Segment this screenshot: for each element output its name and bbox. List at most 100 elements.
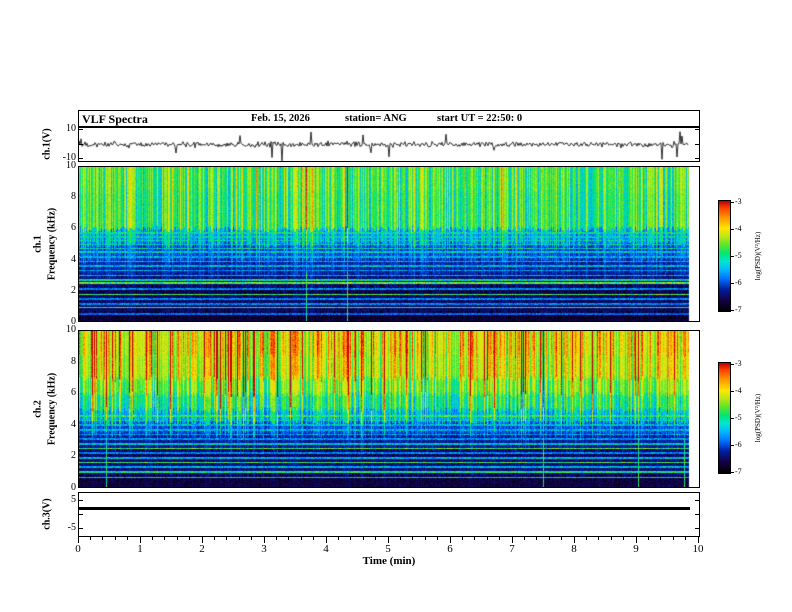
ch1-freq-tick-label: 2 — [71, 284, 76, 296]
colorbar-tick-label: -4 — [735, 386, 742, 395]
time-axis-label: Time (min) — [362, 555, 416, 567]
colorbar-tick-label: -4 — [735, 224, 742, 233]
x-tick-label: 0 — [75, 543, 81, 555]
x-minor-tick-mark — [176, 537, 178, 540]
ch1-spectrogram-canvas — [79, 167, 699, 321]
x-minor-tick-mark — [399, 537, 401, 540]
ch3-panel — [78, 492, 700, 537]
x-minor-tick-mark — [536, 537, 538, 540]
ch2-frequency-axis-label: Frequency (kHz) — [46, 372, 58, 446]
x-minor-tick-mark — [151, 537, 153, 540]
x-minor-tick-mark — [499, 537, 501, 540]
ch2-spectrogram-canvas — [79, 331, 699, 487]
x-minor-tick-mark — [561, 537, 563, 540]
header-start-ut: start UT = 22:50: 0 — [437, 113, 523, 124]
x-tick-mark — [325, 537, 327, 543]
colorbar-tick-mark — [731, 417, 734, 419]
x-tick-mark — [139, 537, 141, 543]
x-minor-tick-mark — [412, 537, 414, 540]
colorbar-ch1-label: log(PSD)(V²/Hz) — [754, 231, 762, 281]
ch2-freq-tick-label: 10 — [66, 324, 76, 335]
x-minor-tick-mark — [486, 537, 488, 540]
ch1-wave-tick-label: -10 — [62, 152, 76, 163]
x-tick-label: 8 — [571, 543, 577, 555]
ch2-freq-tick-label: 6 — [71, 387, 76, 399]
ch2-freq-tick-label: 2 — [71, 450, 76, 462]
y-tick-mark — [695, 144, 699, 145]
colorbar-tick-label: -7 — [735, 305, 742, 314]
colorbar-tick-label: -7 — [735, 467, 742, 476]
x-minor-tick-mark — [598, 537, 600, 540]
x-tick-mark — [201, 537, 203, 543]
colorbar-tick-mark — [731, 309, 734, 311]
ch3-tick-label: -5 — [67, 522, 76, 533]
ch3-flatline — [79, 507, 690, 510]
x-minor-tick-mark — [685, 537, 687, 540]
x-tick-mark — [77, 537, 79, 543]
y-tick-mark — [695, 157, 699, 159]
colorbar-tick-mark — [731, 390, 734, 392]
ch1-freq-tick-label: 6 — [71, 222, 76, 234]
x-minor-tick-mark — [226, 537, 228, 540]
ch1-waveform-panel — [78, 127, 700, 162]
x-tick-mark — [573, 537, 575, 543]
ch2-spectrogram-panel — [78, 330, 700, 488]
x-tick-mark — [449, 537, 451, 543]
y-tick-mark — [79, 513, 83, 515]
y-tick-mark — [695, 499, 699, 501]
header-bar: VLF Spectra Feb. 15, 2026 station= ANG s… — [78, 110, 700, 127]
x-tick-label: 1 — [137, 543, 143, 555]
x-minor-tick-mark — [189, 537, 191, 540]
header-date: Feb. 15, 2026 — [251, 113, 310, 124]
x-tick-mark — [635, 537, 637, 543]
x-minor-tick-mark — [251, 537, 253, 540]
x-tick-label: 6 — [447, 543, 453, 555]
x-tick-mark — [511, 537, 513, 543]
colorbar-tick-mark — [731, 201, 734, 203]
x-minor-tick-mark — [313, 537, 315, 540]
colorbar-tick-label: -5 — [735, 413, 742, 422]
x-tick-label: 9 — [633, 543, 639, 555]
colorbar-tick-mark — [731, 363, 734, 365]
x-minor-tick-mark — [238, 537, 240, 540]
x-tick-label: 7 — [509, 543, 515, 555]
y-tick-mark — [79, 527, 83, 529]
x-minor-tick-mark — [474, 537, 476, 540]
x-minor-tick-mark — [548, 537, 550, 540]
x-minor-tick-mark — [362, 537, 364, 540]
y-tick-mark — [79, 157, 83, 159]
x-minor-tick-mark — [660, 537, 662, 540]
x-tick-label: 5 — [385, 543, 391, 555]
x-tick-label: 2 — [199, 543, 205, 555]
x-tick-mark — [697, 537, 699, 543]
ch1-freq-tick-label: 4 — [71, 253, 76, 265]
y-tick-mark — [695, 128, 699, 130]
colorbar-tick-label: -6 — [735, 278, 742, 287]
x-minor-tick-mark — [300, 537, 302, 540]
ch1-frequency-axis-label: Frequency (kHz) — [46, 207, 58, 281]
ch3-tick-label: 5 — [71, 494, 76, 505]
x-minor-tick-mark — [375, 537, 377, 540]
ch2-freq-tick-label: 4 — [71, 418, 76, 430]
ch1-wave-tick-label: 10 — [66, 123, 76, 134]
x-minor-tick-mark — [672, 537, 674, 540]
ch2-channel-label: ch.2 — [32, 400, 44, 418]
colorbar-tick-mark — [731, 471, 734, 473]
y-tick-mark — [79, 128, 83, 130]
ch1-waveform-canvas — [79, 128, 699, 161]
y-tick-mark — [695, 513, 699, 515]
ch2-freq-tick-label: 8 — [71, 355, 76, 367]
colorbar-ch2 — [718, 362, 731, 474]
colorbar-tick-label: -3 — [735, 197, 742, 206]
x-minor-tick-mark — [585, 537, 587, 540]
x-minor-tick-mark — [114, 537, 116, 540]
x-minor-tick-mark — [213, 537, 215, 540]
colorbar-tick-label: -3 — [735, 359, 742, 368]
y-tick-mark — [79, 499, 83, 501]
x-minor-tick-mark — [647, 537, 649, 540]
x-minor-tick-mark — [275, 537, 277, 540]
ch1-spectrogram-panel — [78, 166, 700, 322]
colorbar-ch2-label: log(PSD)(V²/Hz) — [754, 393, 762, 443]
colorbar-tick-label: -6 — [735, 440, 742, 449]
x-minor-tick-mark — [523, 537, 525, 540]
